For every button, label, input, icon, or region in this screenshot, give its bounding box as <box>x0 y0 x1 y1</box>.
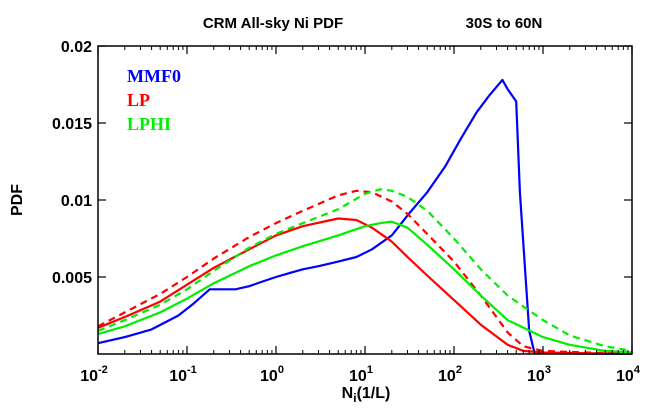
x-tick-label: 100 <box>260 364 284 385</box>
x-tick-label: 101 <box>349 364 373 385</box>
ticks-layer <box>97 45 633 354</box>
x-tick-label: 10-1 <box>169 364 197 385</box>
legend-entry-lphi: LPHI <box>127 114 171 134</box>
series-line-mmf0 <box>97 78 633 355</box>
series-line-lphi <box>97 220 633 354</box>
x-tick-label: 103 <box>527 364 551 385</box>
legend-entry-lp: LP <box>127 90 150 110</box>
x-tick-label: 10-2 <box>80 364 108 385</box>
chart-region-label: 30S to 60N <box>466 15 543 32</box>
x-axis-label-sub: i <box>353 391 356 405</box>
plot-frame <box>97 45 633 355</box>
legend: MMF0 LP LPHI <box>127 66 181 134</box>
y-axis-label: PDF <box>9 184 26 216</box>
x-axis-label: Ni(1/L) <box>342 385 391 405</box>
y-tick-label: 0.02 <box>61 39 92 56</box>
series-line-lphi-dashed <box>97 188 633 352</box>
chart-title: CRM All-sky Ni PDF <box>203 15 343 32</box>
y-tick-label: 0.005 <box>52 270 92 287</box>
series-line-lp <box>97 217 633 355</box>
x-tick-label: 104 <box>616 364 641 385</box>
y-tick-label: 0.015 <box>52 116 92 133</box>
y-tick-label: 0.01 <box>61 193 92 210</box>
x-tick-label: 102 <box>438 364 462 385</box>
legend-entry-mmf0: MMF0 <box>127 66 181 86</box>
x-axis-label-unit: (1/L) <box>357 385 391 402</box>
tick-labels: 10-2 10-1 100 101 102 103 104 0.005 0.01 0.015 0.0… <box>52 39 641 385</box>
series-line-lp-dashed <box>97 189 633 355</box>
x-axis-label-main: N <box>342 385 354 402</box>
series-layer <box>97 78 633 355</box>
